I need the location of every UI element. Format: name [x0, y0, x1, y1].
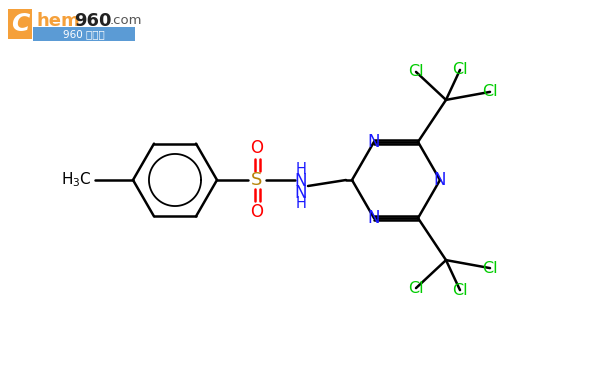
Text: N: N [434, 171, 446, 189]
Text: .com: .com [110, 15, 143, 27]
Text: N: N [295, 172, 307, 190]
Text: 960 化工网: 960 化工网 [63, 29, 105, 39]
Text: Cl: Cl [482, 261, 498, 276]
Text: O: O [250, 139, 264, 157]
Text: C: C [11, 12, 29, 36]
Text: Cl: Cl [452, 62, 468, 77]
Text: S: S [251, 171, 263, 189]
Text: O: O [250, 203, 264, 221]
Text: H: H [296, 162, 307, 177]
Text: H$_3$C: H$_3$C [61, 171, 92, 189]
Text: Cl: Cl [482, 84, 498, 99]
Text: H: H [296, 196, 307, 211]
Text: hem: hem [37, 12, 80, 30]
FancyBboxPatch shape [33, 27, 135, 41]
Text: Cl: Cl [452, 283, 468, 298]
Text: N: N [368, 133, 381, 151]
Text: Cl: Cl [408, 280, 424, 296]
Text: N: N [295, 184, 307, 202]
FancyBboxPatch shape [8, 9, 32, 39]
Text: Cl: Cl [408, 64, 424, 80]
Text: 960: 960 [74, 12, 111, 30]
Text: N: N [368, 209, 381, 227]
